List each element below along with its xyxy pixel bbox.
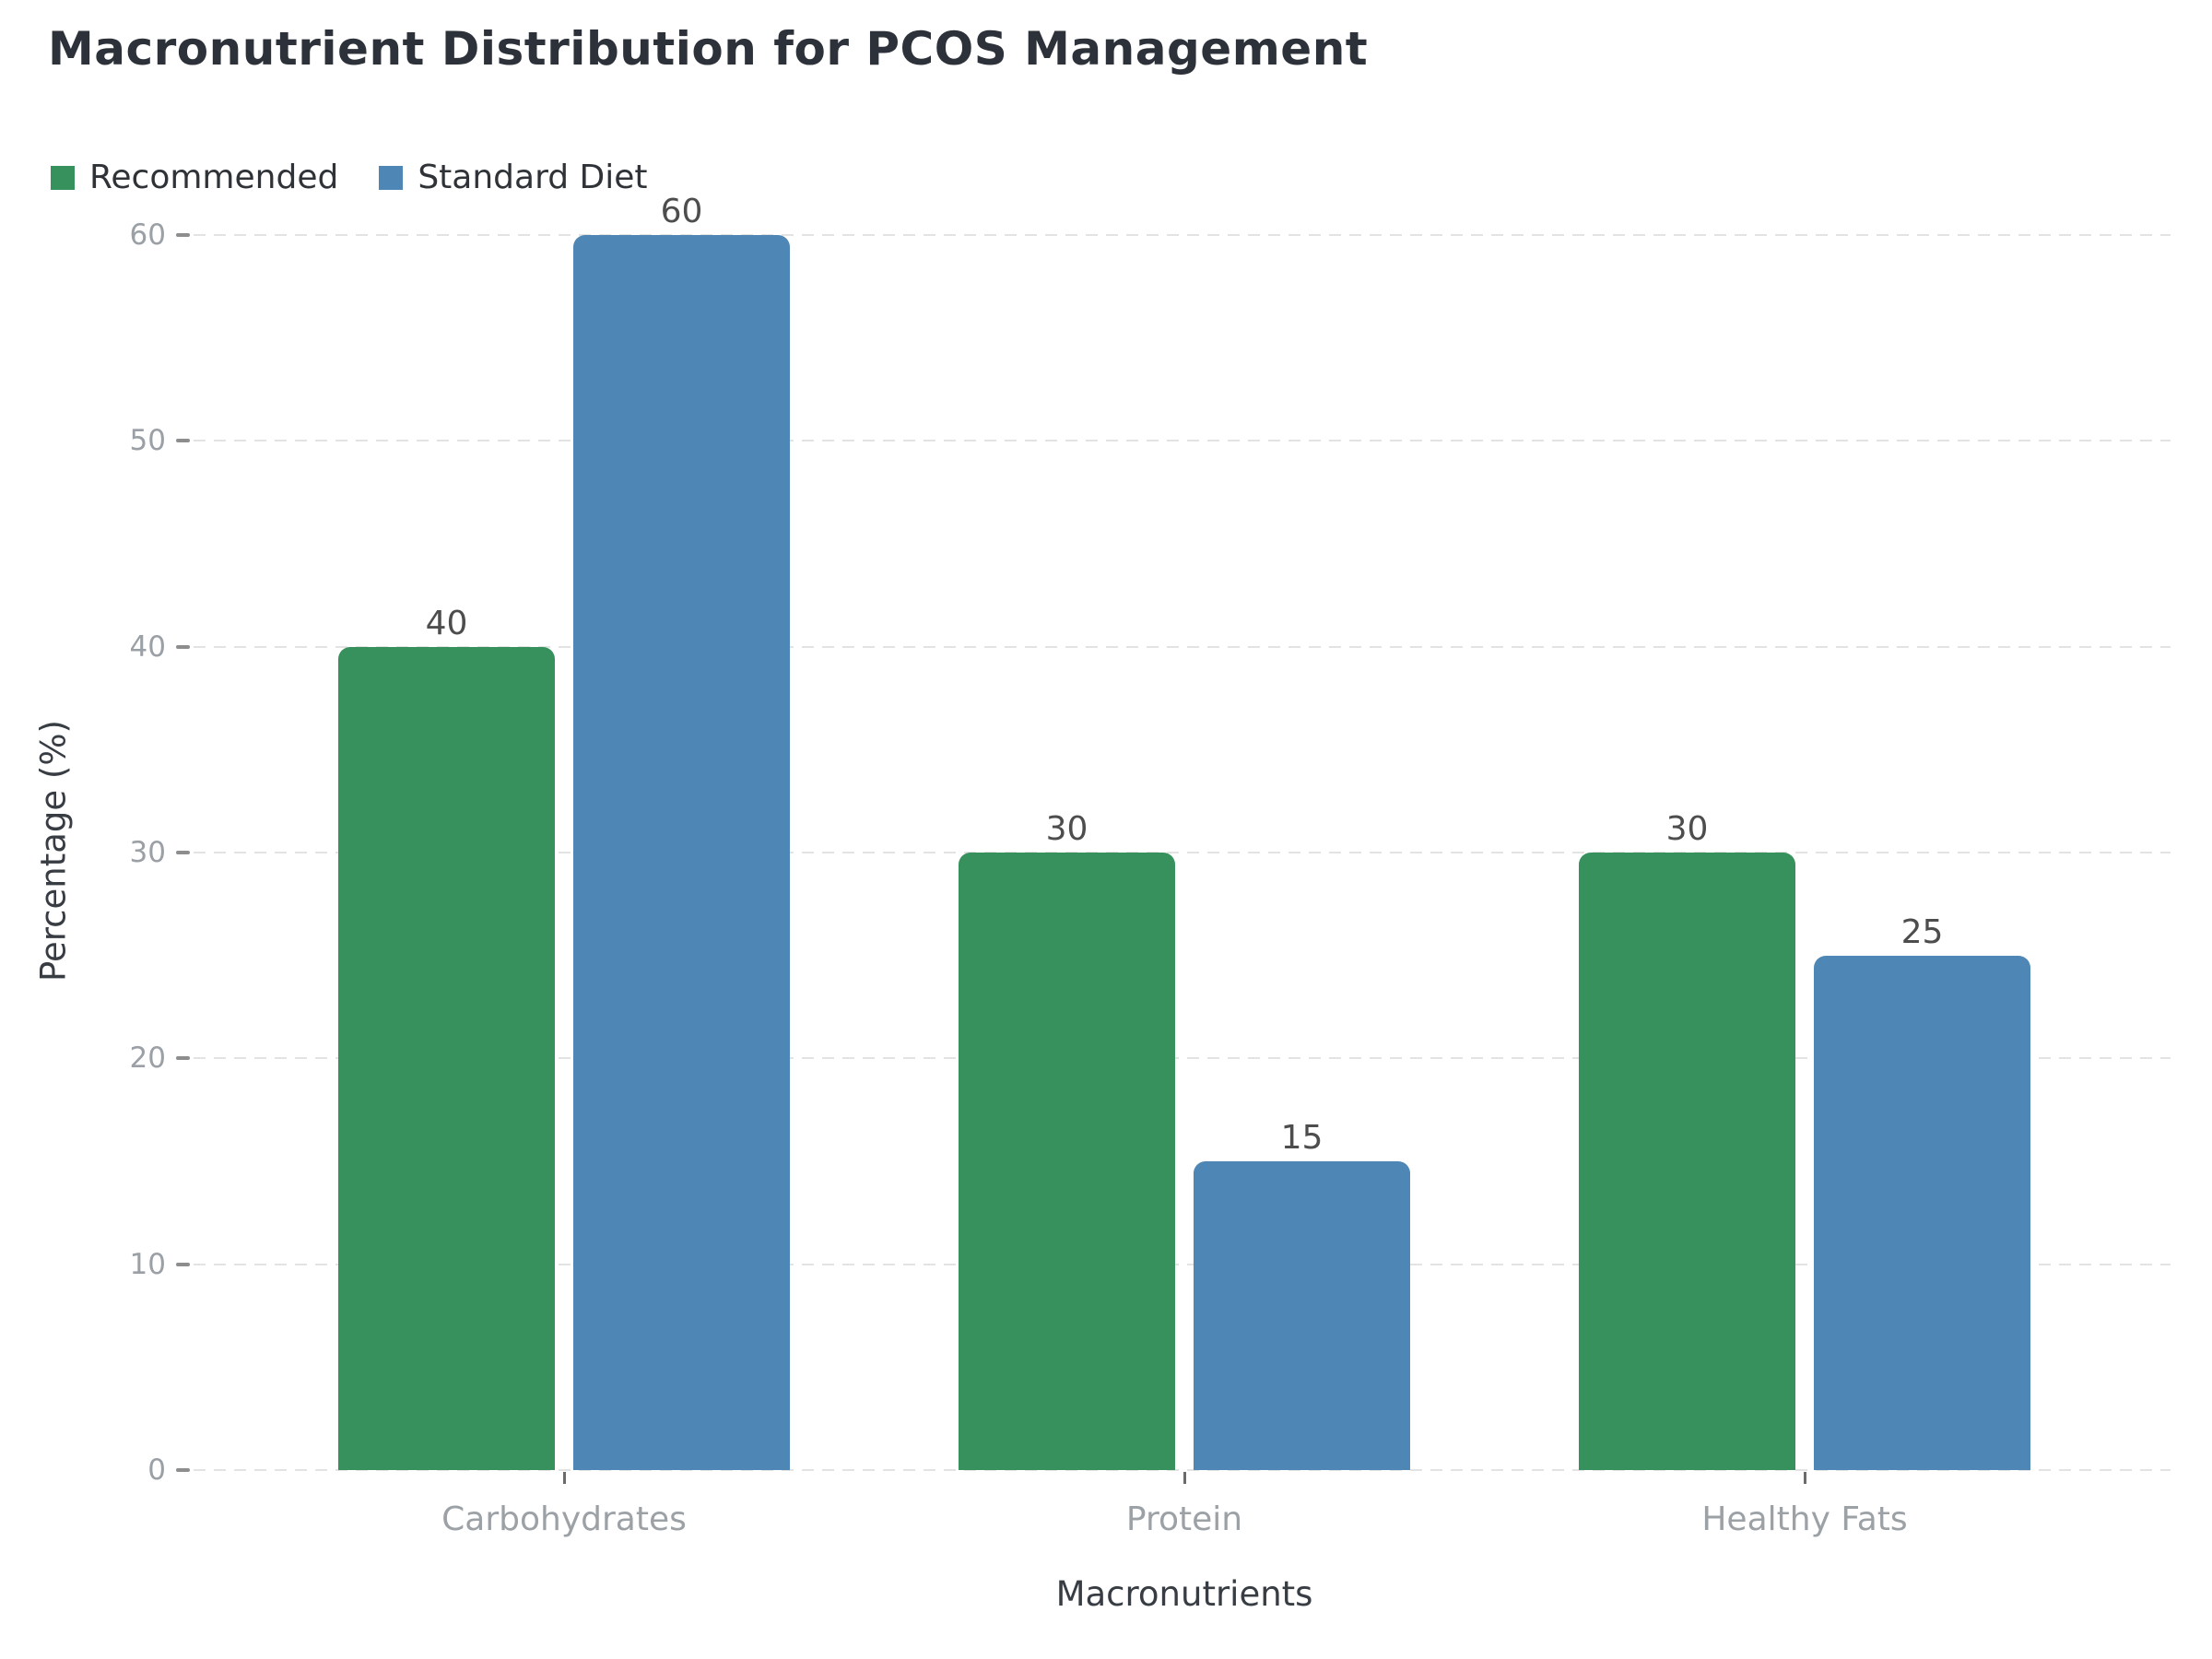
bar-recommended-protein <box>959 853 1175 1470</box>
legend-swatch-icon <box>51 165 75 190</box>
y-tick-mark-40 <box>176 644 190 649</box>
bar-standard-diet-carbohydrates <box>573 235 790 1470</box>
y-tick-label-50: 50 <box>129 424 166 458</box>
bar-value-label: 40 <box>425 604 468 642</box>
x-tick-mark-2 <box>1804 1472 1806 1484</box>
gridline-0 <box>194 1469 2171 1471</box>
bar-value-label: 60 <box>660 193 703 230</box>
chart-title: Macronutrient Distribution for PCOS Mana… <box>48 22 1369 76</box>
y-tick-label-30: 30 <box>129 836 166 869</box>
y-tick-mark-30 <box>176 851 190 854</box>
x-category-label-1: Protein <box>1125 1500 1243 1538</box>
bar-value-label: 15 <box>1280 1119 1324 1157</box>
gridline-20 <box>194 1057 2171 1060</box>
bar-value-label: 30 <box>1045 810 1088 848</box>
gridline-30 <box>194 852 2171 853</box>
x-category-label-2: Healthy Fats <box>1701 1500 1908 1538</box>
y-tick-mark-10 <box>176 1262 190 1266</box>
y-tick-label-40: 40 <box>129 629 166 664</box>
x-axis-title: Macronutrients <box>1055 1574 1313 1614</box>
legend-swatch-icon <box>379 165 404 190</box>
y-tick-label-0: 0 <box>147 1453 166 1487</box>
x-category-label-0: Carbohydrates <box>441 1500 687 1538</box>
gridline-10 <box>194 1263 2171 1265</box>
bar-standard-diet-protein <box>1194 1161 1410 1470</box>
legend-item-standard-diet: Standard Diet <box>379 159 648 196</box>
y-tick-label-20: 20 <box>129 1041 166 1076</box>
legend-item-recommended: Recommended <box>51 159 338 196</box>
bar-recommended-carbohydrates <box>338 646 555 1470</box>
y-tick-label-60: 60 <box>129 218 166 252</box>
gridline-40 <box>194 645 2171 648</box>
bar-recommended-healthy-fats <box>1579 853 1795 1470</box>
x-tick-mark-0 <box>563 1472 566 1484</box>
bar-value-label: 25 <box>1900 912 1944 951</box>
gridline-60 <box>194 234 2171 236</box>
y-tick-mark-50 <box>176 439 190 443</box>
legend: Recommended Standard Diet <box>51 159 648 196</box>
legend-label: Recommended <box>89 159 339 196</box>
y-tick-mark-0 <box>176 1468 190 1472</box>
bar-value-label: 30 <box>1665 810 1709 848</box>
legend-label: Standard Diet <box>418 159 648 196</box>
bar-standard-diet-healthy-fats <box>1814 955 2030 1470</box>
y-tick-mark-60 <box>176 233 190 237</box>
x-tick-mark-1 <box>1183 1472 1186 1484</box>
gridline-50 <box>194 440 2171 442</box>
y-tick-label-10: 10 <box>129 1247 166 1281</box>
y-tick-mark-20 <box>176 1056 190 1061</box>
